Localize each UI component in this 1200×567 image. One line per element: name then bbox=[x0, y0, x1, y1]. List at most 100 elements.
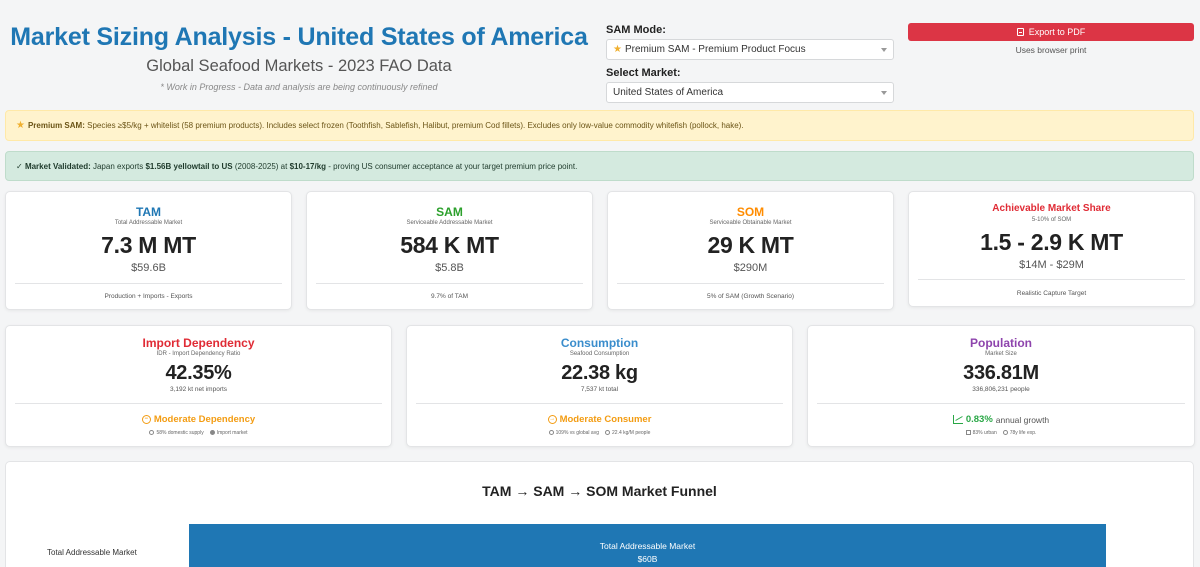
chevron-down-icon bbox=[881, 91, 887, 95]
consumption-meta-2: 22.4 kg/M people bbox=[612, 430, 651, 436]
building-icon bbox=[965, 430, 971, 436]
controls: SAM Mode: ★ Premium SAM - Premium Produc… bbox=[606, 24, 894, 110]
consumption-detail: 7,537 kt total bbox=[580, 386, 619, 393]
import-dependency-card: Import Dependency IDR - Import Dependenc… bbox=[5, 325, 392, 447]
consumption-meta-1: 109% vs global avg bbox=[555, 430, 599, 436]
star-icon: ★ bbox=[613, 44, 622, 55]
population-value: 336.81M bbox=[963, 362, 1039, 384]
divider bbox=[15, 283, 282, 284]
consumption-title: Consumption bbox=[560, 336, 639, 350]
achievable-title: Achievable Market Share bbox=[992, 203, 1111, 214]
scale-icon bbox=[605, 430, 610, 436]
export-pdf-label: Export to PDF bbox=[1028, 27, 1086, 37]
som-card: SOM Serviceable Obtainable Market 29 K M… bbox=[607, 191, 894, 310]
import-status-label: Moderate Dependency bbox=[153, 414, 256, 425]
validated-text-2: (2008-2025) at bbox=[234, 161, 288, 171]
header: Market Sizing Analysis - United States o… bbox=[0, 0, 1200, 105]
title-block: Market Sizing Analysis - United States o… bbox=[0, 22, 598, 92]
sam-value: $5.8B bbox=[435, 262, 464, 274]
star-icon: ★ bbox=[16, 120, 25, 131]
population-status: 0.83% annual growth bbox=[808, 414, 1194, 425]
achievable-volume: 1.5 - 2.9 K MT bbox=[980, 229, 1123, 255]
funnel-axis-label: Total Addressable Market bbox=[47, 548, 137, 557]
sam-mode-value: Premium SAM - Premium Product Focus bbox=[624, 44, 806, 55]
divider bbox=[15, 403, 382, 404]
validated-highlight-1: $1.56B yellowtail to US bbox=[145, 161, 233, 171]
funnel-bar-tam[interactable]: Total Addressable Market $60B bbox=[189, 524, 1106, 567]
validated-highlight-2: $10-17/kg bbox=[289, 161, 327, 171]
import-meta-2: Import market bbox=[216, 430, 248, 436]
consumption-value: 22.38 kg bbox=[561, 362, 638, 384]
tam-value: $59.6B bbox=[131, 262, 166, 274]
check-icon: ✓ bbox=[16, 161, 23, 171]
population-meta-2: 78y life exp. bbox=[1009, 430, 1037, 436]
funnel-bar-label: Total Addressable Market bbox=[599, 541, 696, 551]
heart-icon bbox=[1002, 430, 1008, 436]
import-value: 42.35% bbox=[165, 362, 232, 384]
import-status: − Moderate Dependency bbox=[6, 414, 391, 425]
population-title: Population bbox=[970, 336, 1032, 350]
sam-mode-select[interactable]: ★ Premium SAM - Premium Product Focus bbox=[606, 39, 894, 60]
market-select[interactable]: United States of America bbox=[606, 82, 894, 103]
tam-title: TAM bbox=[135, 205, 162, 219]
export-pdf-button[interactable]: Export to PDF bbox=[908, 23, 1194, 41]
divider bbox=[617, 283, 884, 284]
premium-sam-title: Premium SAM: bbox=[27, 121, 85, 130]
validated-text-1: Japan exports bbox=[92, 161, 144, 171]
wip-note: * Work in Progress - Data and analysis a… bbox=[160, 82, 438, 92]
population-subtitle: Market Size bbox=[985, 351, 1017, 357]
achievable-footer: Realistic Capture Target bbox=[1016, 290, 1087, 297]
consumption-status-label: Moderate Consumer bbox=[559, 414, 652, 425]
minus-circle-icon: − bbox=[141, 415, 151, 424]
achievable-card: Achievable Market Share 5-10% of SOM 1.5… bbox=[908, 191, 1195, 307]
tam-footer: Production + Imports - Exports bbox=[104, 293, 193, 300]
tam-card: TAM Total Addressable Market 7.3 M MT $5… bbox=[5, 191, 292, 310]
market-value: United States of America bbox=[613, 87, 724, 98]
arrow-right-circle-icon: → bbox=[547, 415, 557, 424]
market-validated-title: Market Validated: bbox=[24, 161, 91, 171]
page-title: Market Sizing Analysis - United States o… bbox=[10, 23, 588, 51]
market-funnel-chart: TAM → SAM → SOM Market Funnel Total Addr… bbox=[5, 461, 1194, 567]
achievable-value: $14M - $29M bbox=[1019, 259, 1084, 271]
funnel-title: TAM → SAM → SOM Market Funnel bbox=[482, 483, 717, 499]
users-icon bbox=[548, 430, 554, 436]
sam-subtitle: Serviceable Addressable Market bbox=[406, 220, 493, 226]
som-footer: 5% of SAM (Growth Scenario) bbox=[706, 293, 795, 300]
import-title: Import Dependency bbox=[142, 336, 255, 350]
consumption-status: → Moderate Consumer bbox=[407, 414, 792, 425]
som-volume: 29 K MT bbox=[707, 232, 794, 258]
divider bbox=[316, 283, 583, 284]
trending-up-icon bbox=[952, 415, 963, 424]
sam-mode-label: SAM Mode: bbox=[606, 24, 666, 36]
import-meta-1: 58% domestic supply bbox=[156, 430, 204, 436]
divider bbox=[817, 403, 1185, 404]
sam-card: SAM Serviceable Addressable Market 584 K… bbox=[306, 191, 593, 310]
globe-icon bbox=[209, 430, 215, 436]
sam-volume: 584 K MT bbox=[400, 232, 499, 258]
export-section: Export to PDF Uses browser print bbox=[908, 23, 1194, 55]
divider bbox=[918, 279, 1185, 280]
som-title: SOM bbox=[736, 205, 765, 219]
market-validated-alert: ✓ Market Validated: Japan exports $1.56B… bbox=[5, 151, 1194, 181]
achievable-subtitle: 5-10% of SOM bbox=[1031, 217, 1072, 223]
sam-title: SAM bbox=[436, 205, 463, 219]
tam-subtitle: Total Addressable Market bbox=[114, 220, 183, 226]
import-subtitle: IDR - Import Dependency Ratio bbox=[156, 351, 241, 357]
tam-volume: 7.3 M MT bbox=[101, 232, 196, 258]
validated-text-3: - proving US consumer acceptance at your… bbox=[328, 161, 578, 171]
consumption-meta: 109% vs global avg 22.4 kg/M people bbox=[407, 430, 792, 436]
info-icon bbox=[149, 430, 155, 436]
population-detail: 336,806,231 people bbox=[972, 386, 1030, 393]
population-card: Population Market Size 336.81M 336,806,2… bbox=[807, 325, 1195, 447]
export-hint: Uses browser print bbox=[1015, 45, 1087, 55]
page-subtitle: Global Seafood Markets - 2023 FAO Data bbox=[146, 57, 452, 75]
population-meta-1: 83% urban bbox=[972, 430, 997, 436]
import-detail: 3,192 kt net imports bbox=[169, 386, 228, 393]
consumption-subtitle: Seafood Consumption bbox=[569, 351, 630, 357]
som-subtitle: Serviceable Obtainable Market bbox=[709, 220, 792, 226]
divider bbox=[416, 403, 783, 404]
sam-footer: 9.7% of TAM bbox=[431, 293, 468, 300]
population-growth-label: annual growth bbox=[995, 414, 1050, 425]
market-label: Select Market: bbox=[606, 67, 681, 79]
som-value: $290M bbox=[733, 262, 768, 274]
